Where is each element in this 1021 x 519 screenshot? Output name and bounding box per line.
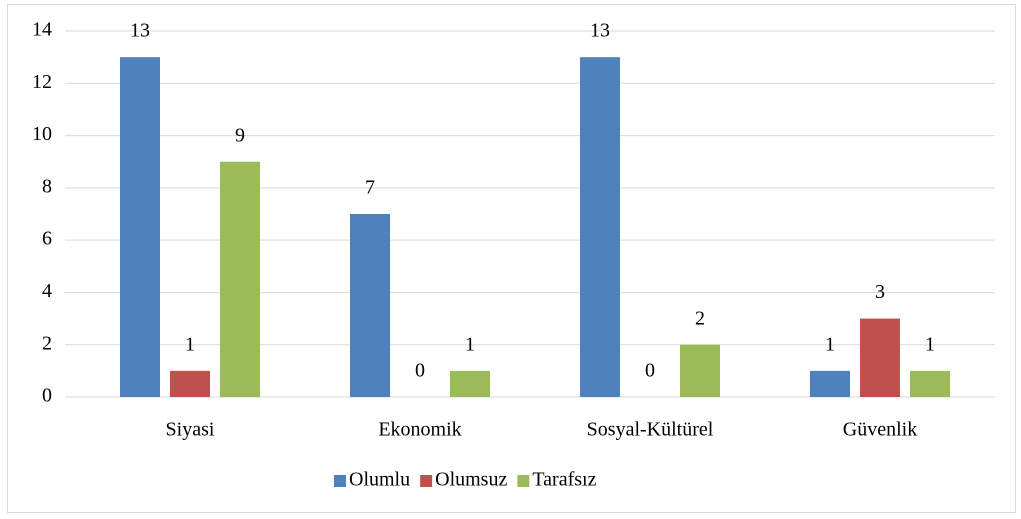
legend-swatch xyxy=(334,475,346,487)
y-tick-label: 0 xyxy=(42,385,52,407)
bar xyxy=(170,370,210,397)
y-tick-label: 14 xyxy=(32,19,52,41)
value-label: 3 xyxy=(875,281,885,303)
bar xyxy=(580,57,620,398)
legend-swatch xyxy=(517,475,530,487)
value-label: 7 xyxy=(365,177,375,199)
y-tick-label: 10 xyxy=(32,123,52,145)
value-label: 0 xyxy=(415,360,425,382)
x-tick-label: Siyasi xyxy=(166,419,215,441)
y-tick-label: 4 xyxy=(42,280,52,302)
x-tick-label: Ekonomik xyxy=(378,419,461,441)
bar xyxy=(810,370,850,397)
x-tick-label: Sosyal-Kültürel xyxy=(587,419,714,441)
y-tick-label: 12 xyxy=(32,71,52,93)
value-label: 1 xyxy=(465,333,475,355)
bar xyxy=(910,370,950,397)
y-tick-label: 8 xyxy=(42,175,52,197)
bar xyxy=(120,57,160,398)
legend-swatch xyxy=(420,475,433,487)
x-tick-label: Güvenlik xyxy=(843,419,917,441)
legend-label: Olumsuz xyxy=(435,469,507,491)
value-label: 13 xyxy=(130,20,150,42)
legend-label: Tarafsız xyxy=(532,469,596,491)
value-label: 1 xyxy=(185,333,195,355)
y-tick-label: 2 xyxy=(42,332,52,354)
y-tick-label: 6 xyxy=(42,228,52,250)
value-label: 2 xyxy=(695,307,705,329)
value-label: 13 xyxy=(590,20,610,42)
bar xyxy=(350,214,390,397)
legend-label: Olumlu xyxy=(349,469,410,491)
bar xyxy=(860,318,900,397)
bar xyxy=(450,370,490,397)
chart-border xyxy=(7,4,1016,513)
bar xyxy=(220,161,260,397)
value-label: 1 xyxy=(925,333,935,355)
bar xyxy=(680,344,720,397)
value-label: 1 xyxy=(825,333,835,355)
value-label: 0 xyxy=(645,360,655,382)
value-label: 9 xyxy=(235,124,245,146)
